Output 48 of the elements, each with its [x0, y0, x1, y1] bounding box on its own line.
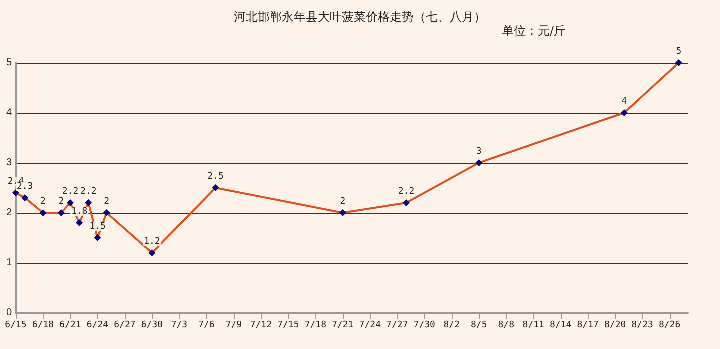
x-tick-label: 7/15: [278, 320, 300, 330]
data-label: 2: [58, 197, 64, 207]
x-tick-label: 8/2: [444, 320, 460, 330]
x-tick-label: 7/6: [198, 320, 215, 330]
x-tick-label: 7/12: [250, 320, 272, 330]
y-tick-label: 4: [6, 108, 12, 118]
x-tick-label: 6/24: [86, 320, 109, 330]
data-label: 2.5: [208, 172, 224, 182]
x-tick-label: 7/3: [171, 320, 188, 330]
y-tick-label: 5: [6, 58, 12, 68]
x-tick-label: 6/21: [60, 320, 82, 330]
data-label: 2.2: [62, 187, 79, 197]
x-tick-label: 8/5: [471, 320, 488, 330]
data-label: 2: [104, 197, 110, 207]
data-label: 2.2: [398, 187, 415, 197]
x-tick-label: 8/17: [577, 320, 599, 330]
data-label: 4: [622, 97, 628, 107]
y-tick-label: 0: [6, 308, 12, 318]
y-tick-label: 2: [6, 208, 12, 218]
data-label: 1.2: [144, 237, 160, 247]
x-tick-label: 6/30: [141, 320, 164, 330]
x-tick-label: 8/8: [498, 320, 515, 330]
x-tick-label: 8/23: [632, 320, 654, 330]
x-tick-label: 7/9: [226, 320, 242, 330]
x-tick-label: 7/18: [304, 320, 327, 330]
data-label: 2: [340, 197, 346, 207]
data-label: 1.5: [90, 222, 106, 232]
data-label: 2.2: [80, 187, 97, 197]
data-label: 1.8: [71, 207, 88, 217]
x-tick-label: 7/27: [386, 320, 408, 330]
y-tick-label: 1: [6, 258, 12, 268]
data-label: 2: [40, 197, 46, 207]
x-tick-label: 8/11: [522, 320, 544, 330]
chart-title: 河北邯郸永年县大叶菠菜价格走势（七、八月）: [234, 10, 486, 24]
x-tick-label: 7/24: [359, 320, 382, 330]
data-label: 5: [676, 47, 682, 57]
y-tick-label: 3: [6, 158, 12, 168]
chart-subtitle: 单位：元/斤: [502, 24, 566, 38]
x-tick-label: 6/18: [32, 320, 54, 330]
x-tick-label: 8/26: [658, 320, 681, 330]
x-tick-label: 8/20: [604, 320, 626, 330]
x-tick-label: 6/27: [114, 320, 136, 330]
data-label: 2.3: [16, 182, 34, 192]
data-label: 3: [476, 147, 482, 157]
x-tick-label: 8/14: [550, 320, 572, 330]
x-tick-label: 7/21: [332, 320, 354, 330]
x-tick-label: 7/30: [414, 320, 436, 330]
x-tick-label: 6/15: [5, 320, 27, 330]
